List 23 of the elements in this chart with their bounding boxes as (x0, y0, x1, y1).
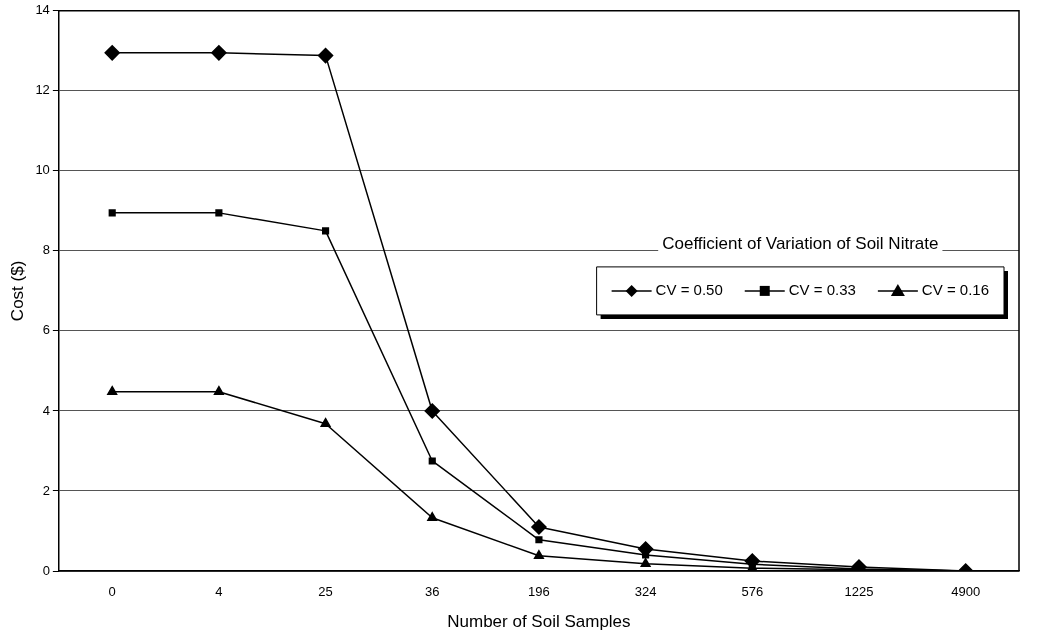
x-tick-label: 0 (108, 584, 116, 600)
x-tick-label: 576 (741, 584, 764, 600)
y-tick-label: 10 (35, 162, 50, 178)
y-tick-label: 8 (42, 242, 50, 258)
legend-title: Coefficient of Variation of Soil Nitrate (662, 234, 939, 254)
legend-label: CV = 0.33 (788, 281, 856, 299)
legend-label: CV = 0.50 (655, 281, 723, 299)
x-tick-label: 196 (528, 584, 550, 600)
y-tick-label: 4 (42, 402, 50, 418)
x-tick-label: 1225 (844, 584, 874, 600)
x-tick-label: 4900 (951, 584, 981, 600)
y-tick-label: 6 (42, 322, 50, 338)
x-axis-title: Number of Soil Samples (447, 612, 631, 632)
y-tick-label: 14 (35, 2, 50, 18)
legend-label: CV = 0.16 (921, 281, 990, 299)
x-tick-label: 4 (215, 584, 223, 600)
x-tick-label: 36 (425, 584, 440, 600)
y-axis-title: Cost ($) (7, 260, 27, 322)
y-tick-label: 0 (42, 562, 50, 578)
x-tick-label: 324 (634, 584, 657, 600)
y-tick-label: 2 (42, 482, 50, 498)
y-tick-label: 12 (35, 82, 50, 98)
x-tick-label: 25 (318, 584, 333, 600)
